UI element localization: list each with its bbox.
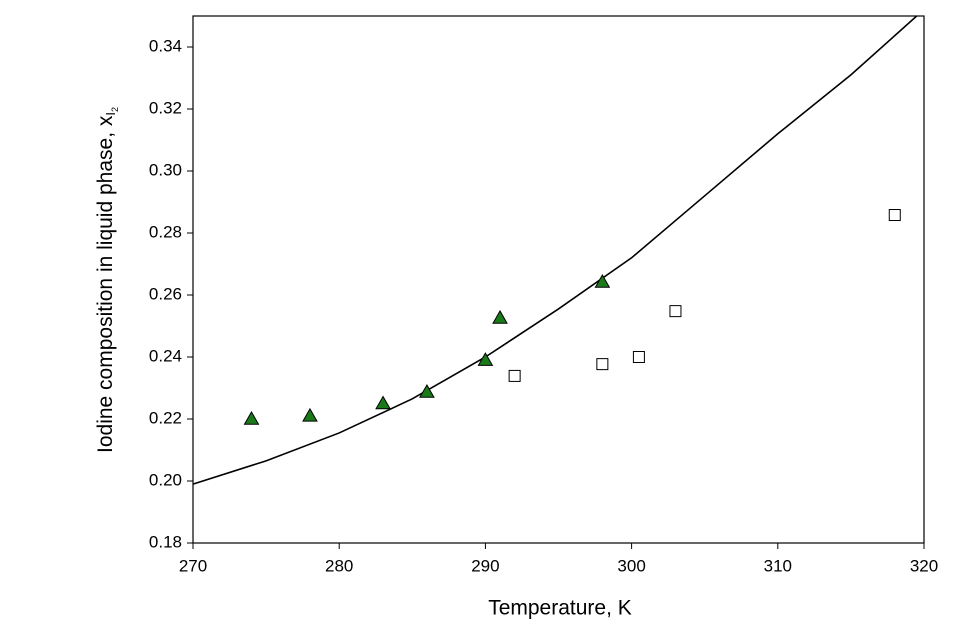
y-axis-label-text: Iodine composition in liquid phase, x [94,115,117,453]
y-tick-label: 0.18 [149,532,182,551]
y-tick-label: 0.34 [149,36,182,55]
triangle-marker [594,273,611,288]
y-tick-label: 0.30 [149,160,182,179]
square-marker [508,369,521,382]
x-tick-label: 280 [325,556,353,575]
y-tick-label: 0.32 [149,98,182,117]
plot-frame [192,15,925,544]
y-tick-label: 0.24 [149,346,182,365]
triangle-marker [477,352,494,366]
triangle-marker [419,384,435,398]
y-axis-label: Iodine composition in liquid phase, xI2 [94,107,121,453]
x-tick-label: 310 [764,556,792,575]
y-axis-label-subsub: 2 [110,107,120,112]
x-tick-label: 300 [617,556,645,575]
x-axis-label: Temperature, K [488,597,632,620]
y-axis-label-sub: I [103,112,118,116]
x-tick-label: 320 [910,556,938,575]
y-tick-label: 0.28 [149,222,182,241]
x-tick-label: 290 [471,556,499,575]
square-marker [888,209,901,222]
triangle-marker [243,410,260,425]
square-marker [632,351,645,363]
square-marker [669,305,682,318]
triangle-marker [375,395,391,410]
square-marker [596,358,609,371]
y-tick-label: 0.22 [149,408,182,427]
y-tick-label: 0.20 [149,470,182,489]
triangle-marker [302,407,318,422]
triangle-marker [492,309,508,324]
x-tick-label: 270 [179,556,207,575]
y-tick-label: 0.26 [149,284,182,303]
fit-curve [192,15,918,485]
